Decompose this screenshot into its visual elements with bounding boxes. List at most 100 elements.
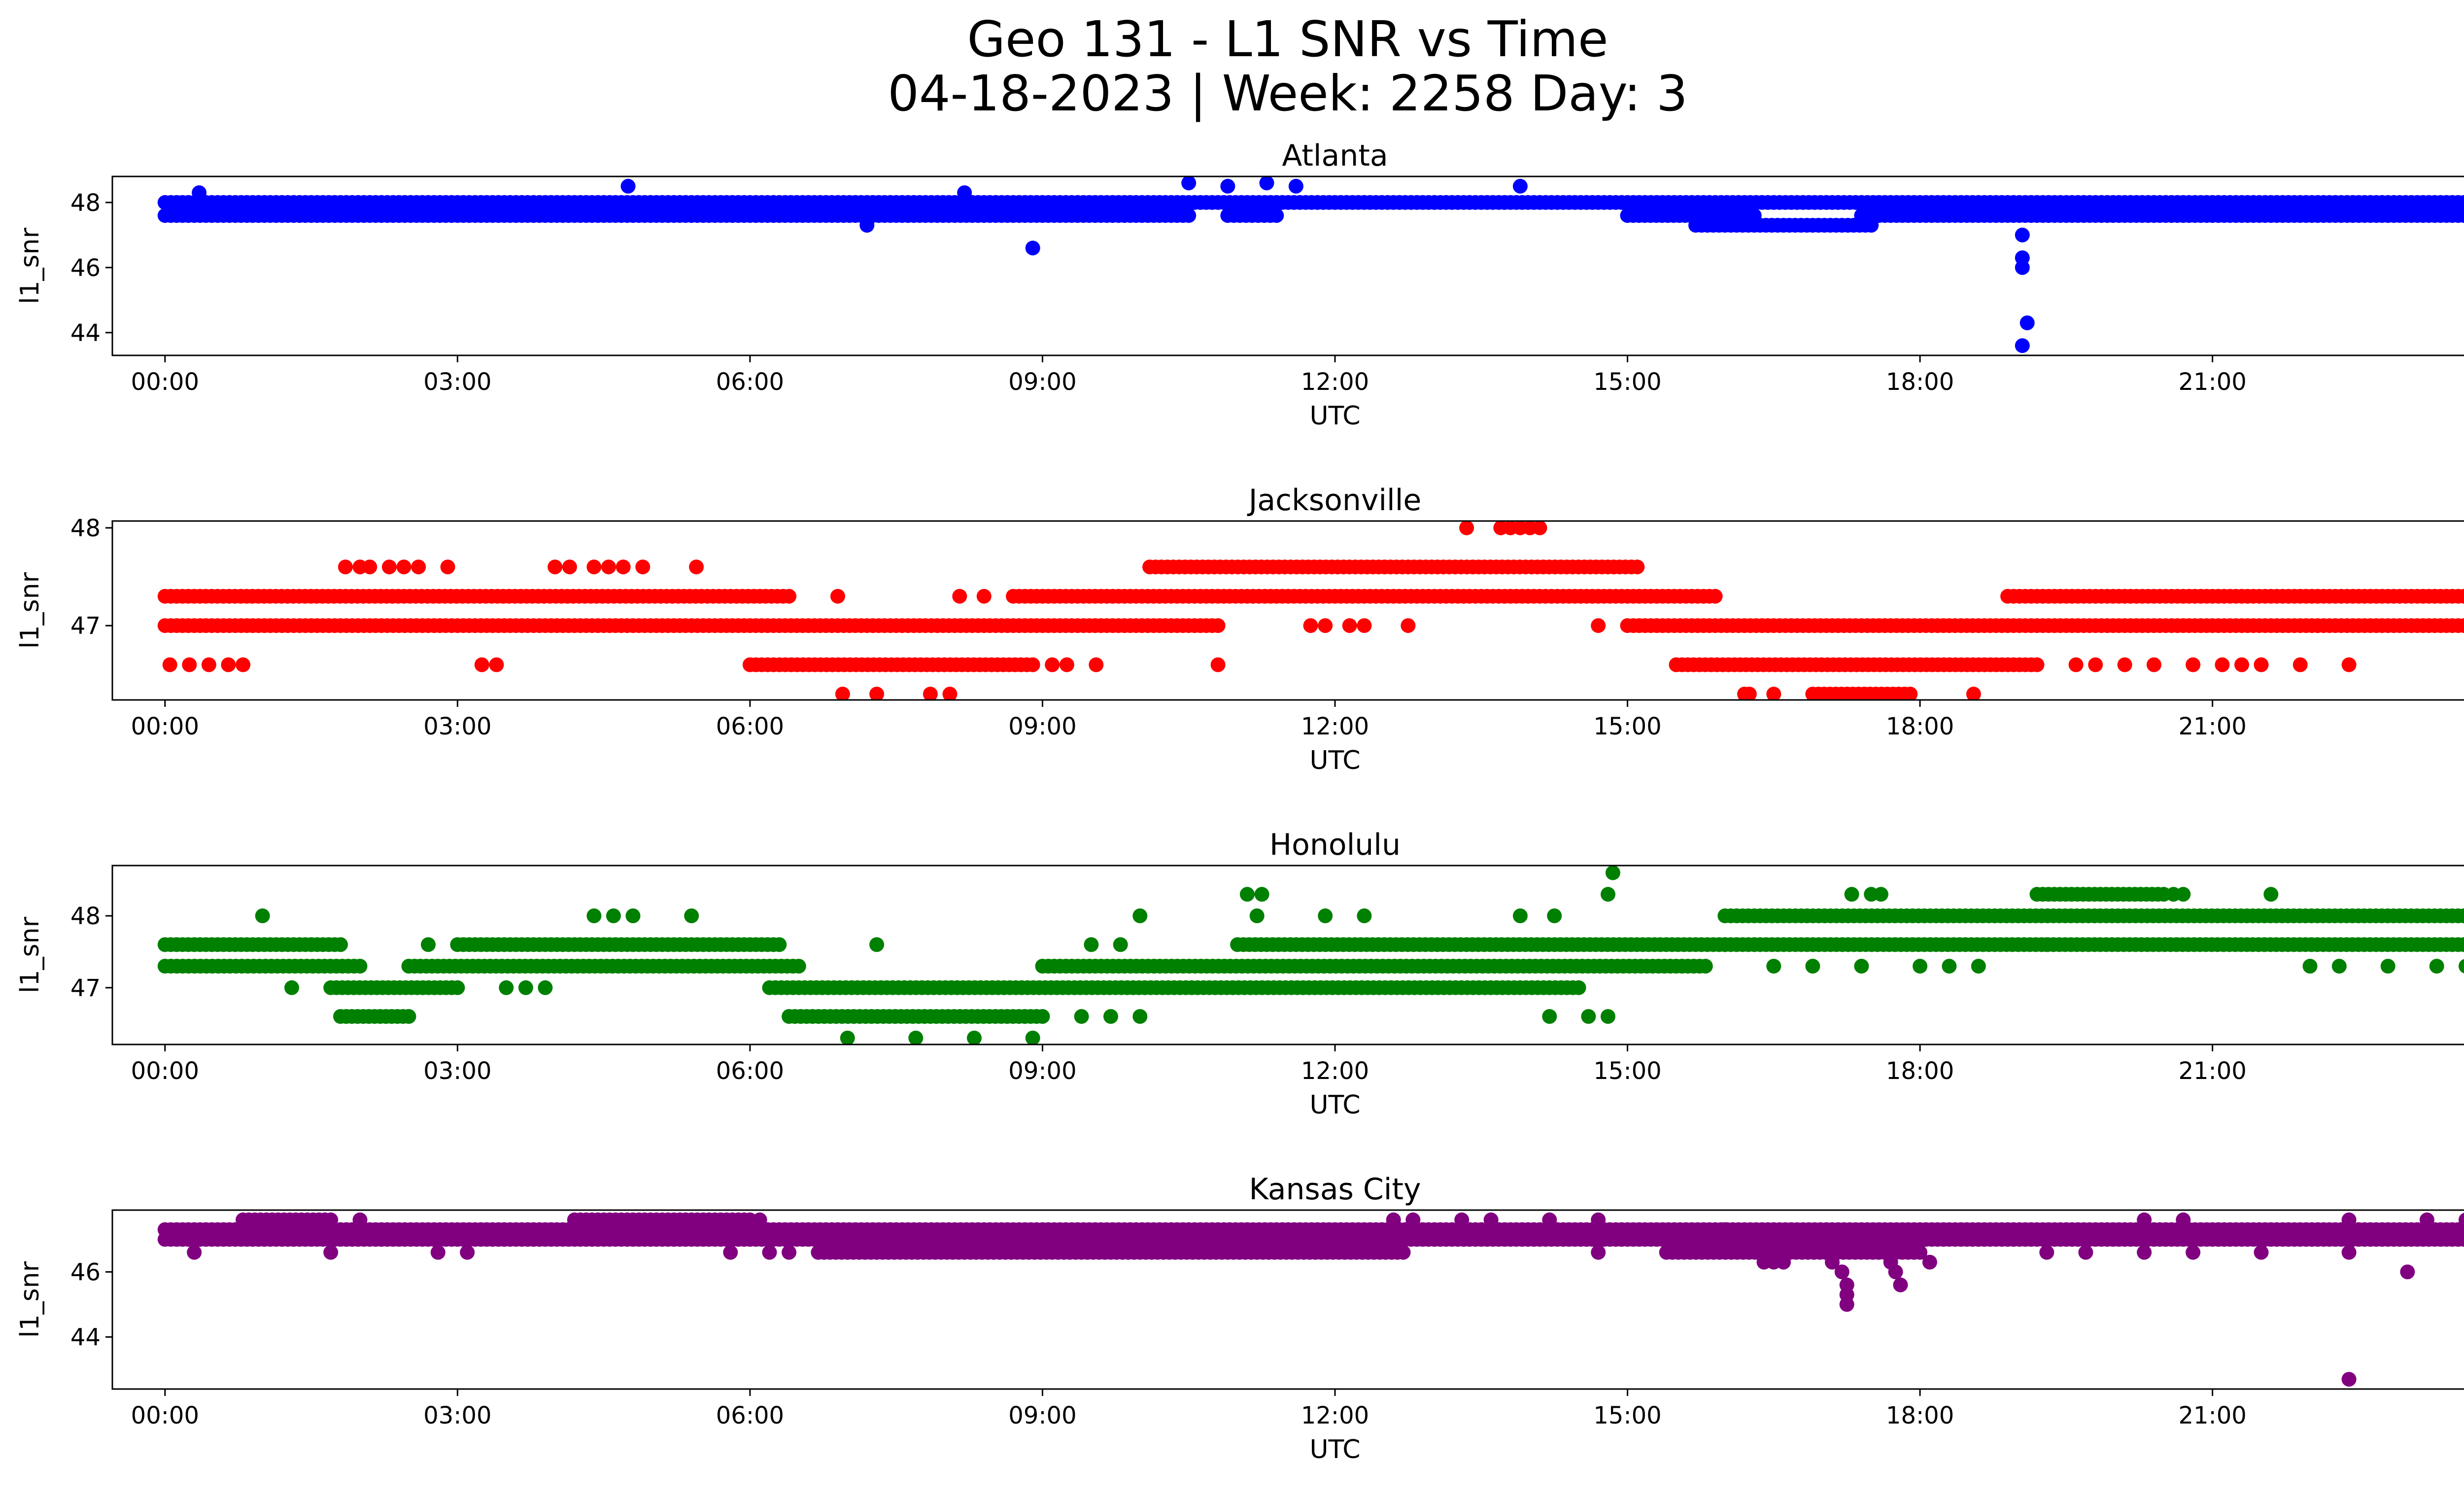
data-point <box>689 559 704 575</box>
data-point <box>1025 241 1040 256</box>
data-point <box>782 589 797 604</box>
data-point <box>952 589 967 604</box>
data-point <box>1839 1297 1854 1312</box>
data-point <box>1854 959 1869 974</box>
data-point <box>2186 1245 2201 1260</box>
data-point <box>440 559 455 575</box>
data-point <box>1132 908 1148 923</box>
data-point <box>1181 176 1197 191</box>
data-point <box>352 1212 368 1227</box>
data-point <box>835 687 850 700</box>
y-tick-label: 46 <box>70 254 101 282</box>
data-point <box>869 937 885 952</box>
data-point <box>1318 908 1333 923</box>
data-point <box>1834 1264 1849 1280</box>
data-point <box>2400 1264 2415 1280</box>
data-point <box>1591 1245 1606 1260</box>
data-point <box>1864 218 1879 233</box>
data-point <box>1210 657 1226 672</box>
x-tick-label: 00:00 <box>131 368 199 396</box>
data-point <box>2068 657 2084 672</box>
data-point <box>2254 657 2269 672</box>
x-tick-label: 12:00 <box>1301 1402 1369 1429</box>
data-point <box>625 908 641 923</box>
x-tick-label: 12:00 <box>1301 1057 1369 1085</box>
data-point <box>869 687 885 700</box>
data-point <box>908 1030 924 1044</box>
data-point <box>201 657 216 672</box>
x-tick-label: 00:00 <box>131 713 199 740</box>
data-point <box>1254 887 1269 902</box>
data-point <box>362 559 377 575</box>
y-tick-label: 48 <box>70 189 101 217</box>
x-tick-label: 15:00 <box>1593 713 1661 740</box>
x-tick-label: 06:00 <box>716 1402 784 1429</box>
data-point <box>1342 618 1357 633</box>
data-point <box>1605 866 1620 880</box>
data-point <box>586 908 602 923</box>
data-point <box>830 589 845 604</box>
y-axis-label: l1_snr <box>15 1261 45 1338</box>
data-point <box>772 937 787 952</box>
data-point <box>2263 887 2279 902</box>
x-tick-label: 09:00 <box>1008 368 1076 396</box>
data-point <box>2429 959 2444 974</box>
data-point <box>2029 657 2045 672</box>
x-tick-label: 00:00 <box>131 1057 199 1085</box>
data-point <box>1210 618 1226 633</box>
y-tick-label: 47 <box>70 612 101 640</box>
data-point <box>1581 1009 1596 1024</box>
data-point <box>1045 657 1060 672</box>
x-tick-label: 21:00 <box>2178 713 2246 740</box>
data-point <box>352 959 368 974</box>
data-point <box>635 559 650 575</box>
data-point <box>620 178 636 194</box>
data-point <box>1220 178 1235 194</box>
data-point <box>2039 937 2054 952</box>
x-tick-label: 18:00 <box>1886 1402 1954 1429</box>
data-point <box>2176 887 2191 902</box>
data-point <box>2137 1245 2152 1260</box>
x-tick-label: 18:00 <box>1886 713 1954 740</box>
data-point <box>1405 1212 1421 1227</box>
data-point <box>518 980 533 995</box>
data-point <box>1542 1212 1557 1227</box>
data-point <box>255 908 270 923</box>
data-point <box>421 937 436 952</box>
subplot-honolulu: Honolulu 00:00 03:00 06:00 09:00 12:00 15:00 18… <box>15 828 2464 1120</box>
data-point <box>1089 657 1104 672</box>
data-point <box>2457 618 2464 633</box>
data-point <box>2462 940 2464 949</box>
data-point <box>2293 657 2308 672</box>
data-point <box>2186 657 2201 672</box>
data-point <box>586 559 602 575</box>
data-point <box>1630 559 1645 575</box>
x-axis-label: UTC <box>1309 1090 1360 1120</box>
data-point <box>401 1009 416 1024</box>
x-tick-label: 21:00 <box>2178 368 2246 396</box>
data-point <box>752 1212 767 1227</box>
x-tick-label: 18:00 <box>1886 1057 1954 1085</box>
data-point <box>1844 887 1859 902</box>
x-tick-label: 09:00 <box>1008 1402 1076 1429</box>
subplot-jacksonville: Jacksonville 00:00 03:00 06:00 09:00 12:00 15:… <box>15 483 2464 775</box>
x-tick-label: 09:00 <box>1008 713 1076 740</box>
data-point <box>840 1030 855 1044</box>
data-point <box>859 218 875 233</box>
x-tick-label: 03:00 <box>423 713 491 740</box>
data-point <box>460 1245 475 1260</box>
data-point <box>338 559 353 575</box>
data-point <box>1084 937 1099 952</box>
data-point <box>2459 959 2464 973</box>
data-point <box>762 1245 777 1260</box>
data-point <box>1591 1212 1606 1227</box>
data-point <box>2234 657 2249 672</box>
data-point <box>976 589 992 604</box>
subplot-title: Atlanta <box>1282 139 1388 173</box>
data-point <box>1893 1277 1908 1292</box>
data-point <box>1571 980 1586 995</box>
x-tick-label: 06:00 <box>716 1057 784 1085</box>
data-points <box>157 521 2464 700</box>
data-point <box>1269 208 1284 223</box>
data-point <box>538 980 553 995</box>
